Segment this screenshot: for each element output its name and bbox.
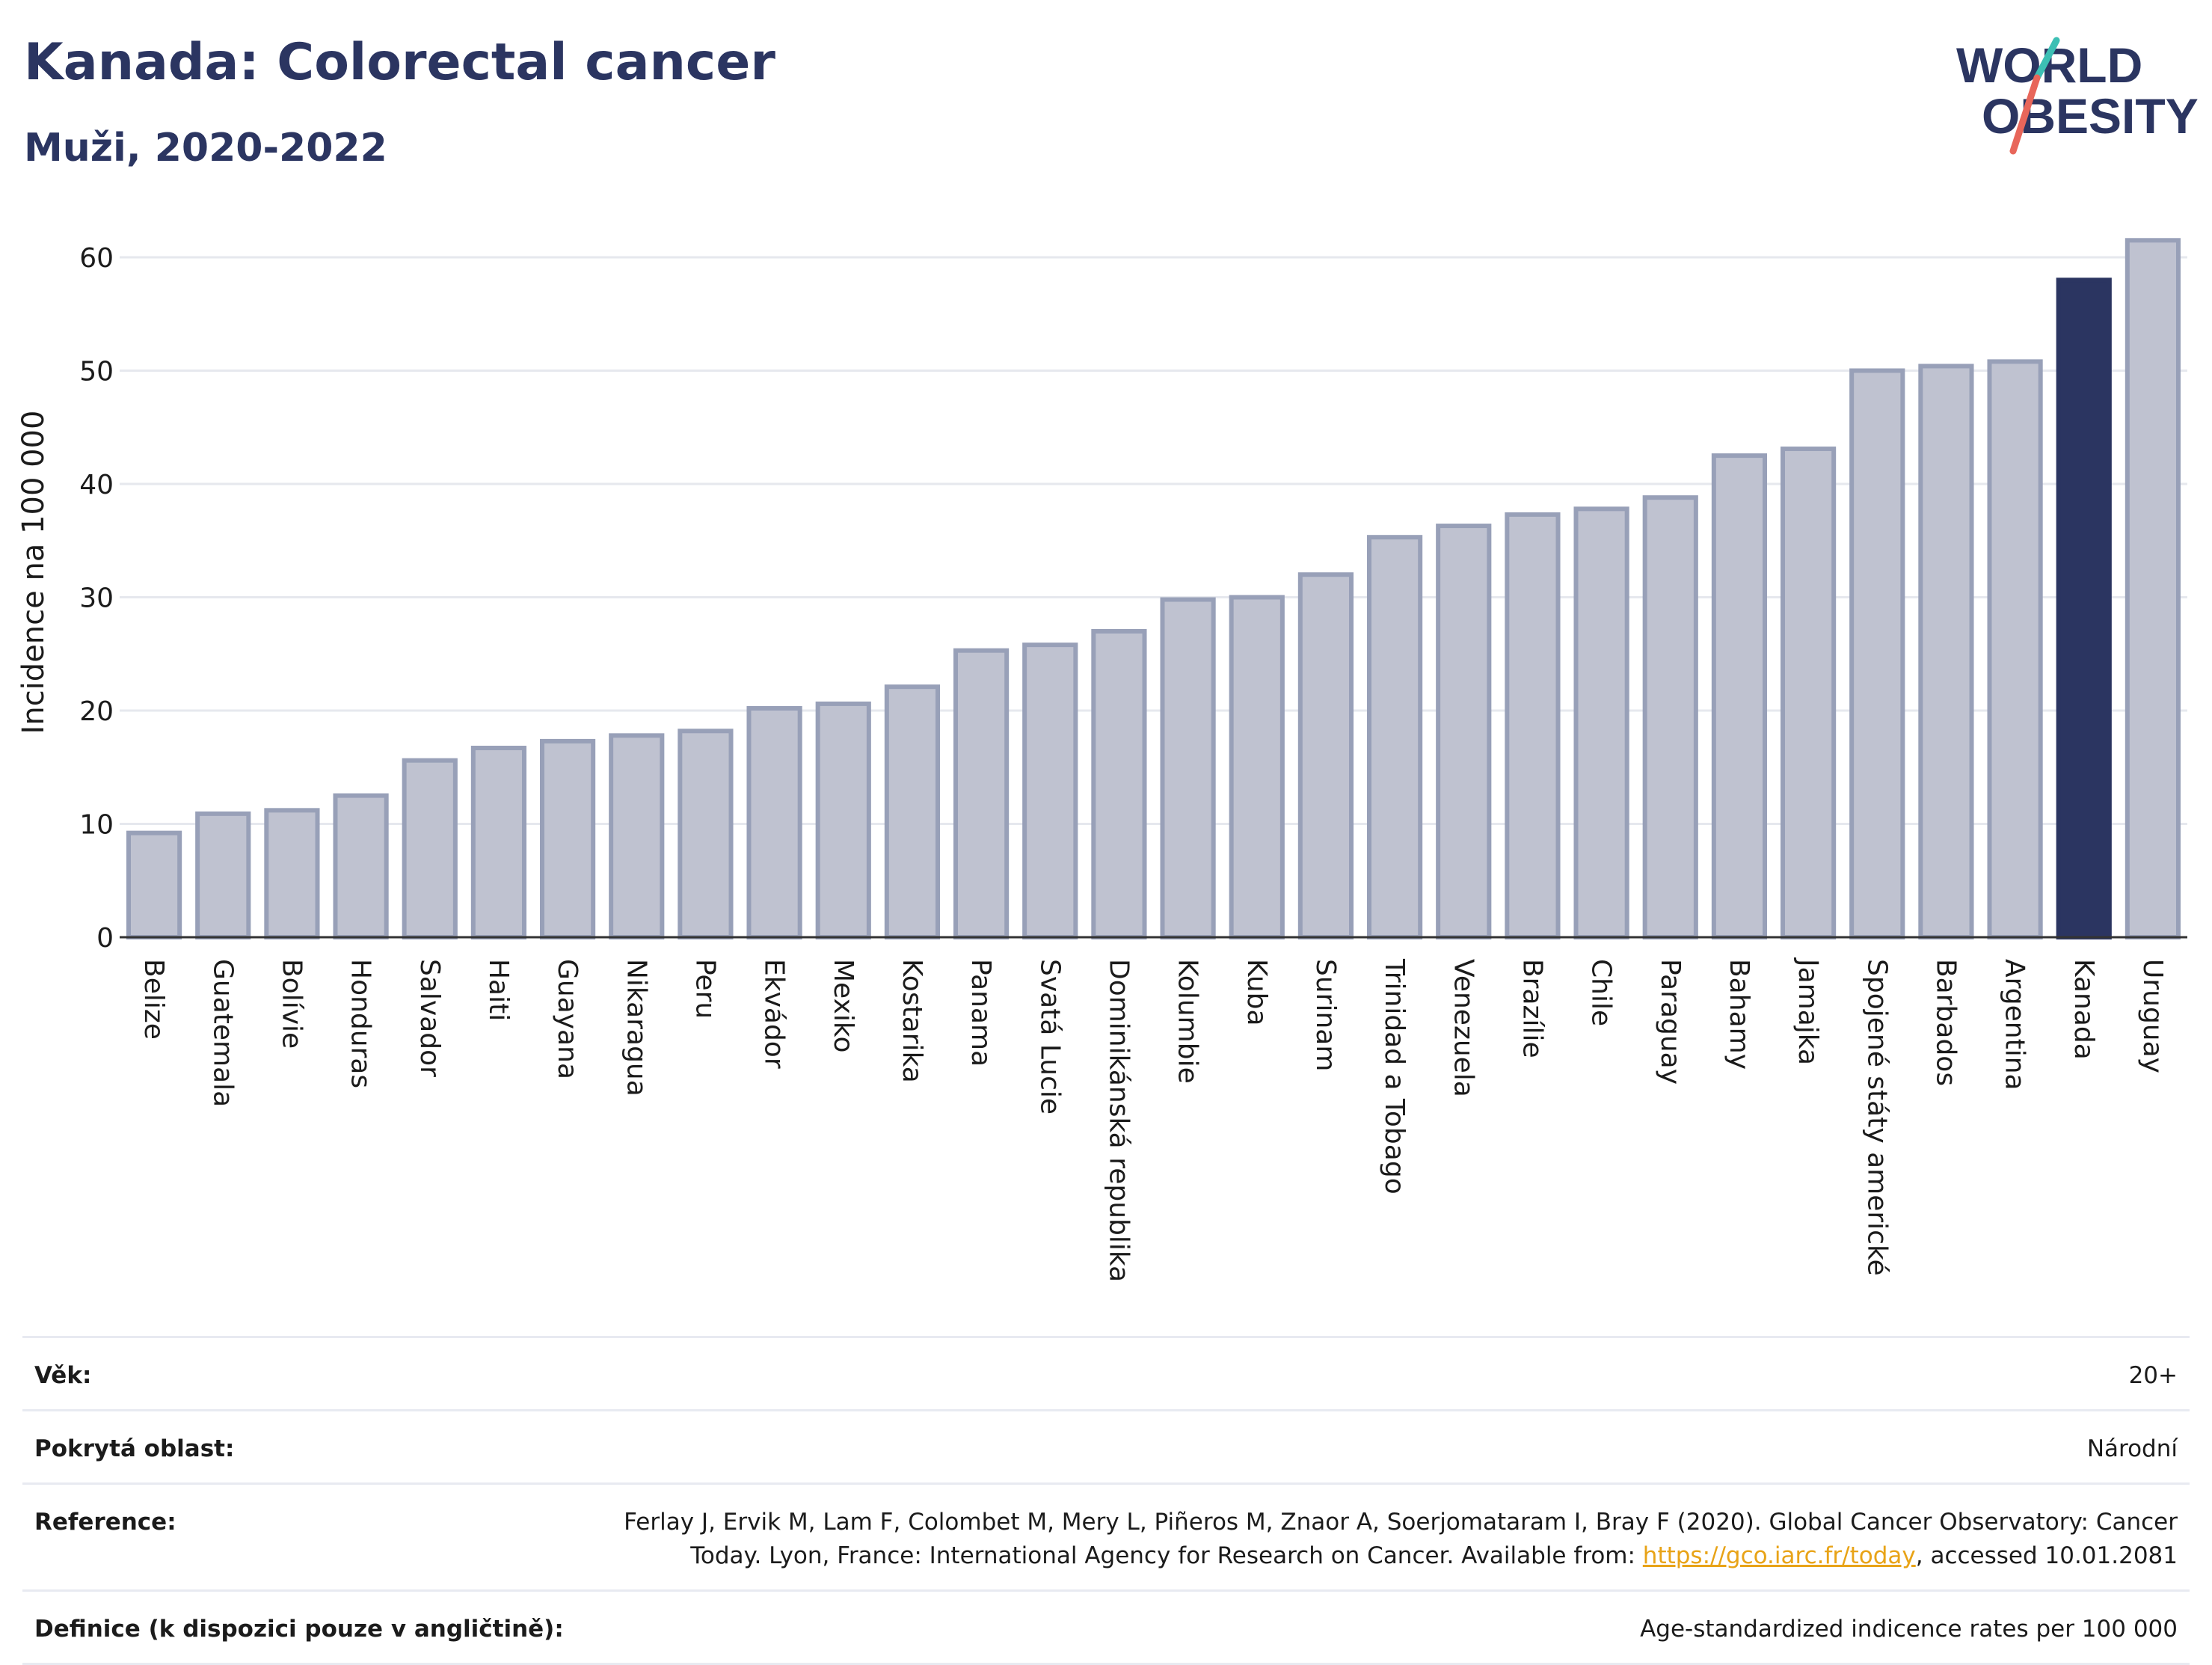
bar-belize [126,830,182,939]
bar-venezuela [1436,524,1492,939]
x-tick-label: Kuba [1241,959,1272,1026]
bar-barbados [1918,364,1974,939]
x-tick-label: Kolumbie [1173,959,1203,1084]
x-tick-label: Surinam [1310,959,1341,1071]
logo-slash-teal [2033,37,2060,82]
y-tick-label: 0 [96,923,114,954]
bar-spojené-státy-americké [1849,368,1905,939]
meta-value-definition: Age-standardized indicence rates per 100… [585,1589,2190,1665]
x-axis-labels: Belize Guatemala Bolívie Honduras Salvador Ha… [138,957,2168,1282]
bar-honduras [333,793,389,939]
bar-surinam [1297,572,1354,939]
bar-salvador [402,758,458,939]
bar-chart: 0 10 20 30 40 50 60 Belize Guatemala Bolívie Hond… [16,238,2187,1282]
meta-row-definition: Definice (k dispozici pouze v angličtině… [22,1589,2190,1665]
x-tick-label: Kostarika [897,959,927,1083]
x-tick-label: Trinidad a Tobago [1379,958,1410,1195]
x-tick-label: Kanada [2068,959,2099,1060]
x-tick-label: Belize [138,959,169,1040]
y-tick-label: 20 [79,696,114,727]
y-tick-label: 10 [79,810,114,841]
world-obesity-logo: WORLD OBESITY [1956,37,2199,155]
bar-panama [953,648,1010,940]
bar-kuba [1229,595,1285,939]
bar-nikaragua [609,733,665,940]
bar-svatá-lucie [1022,643,1078,939]
meta-key-coverage: Pokrytá oblast: [22,1408,585,1484]
x-tick-label: Chile [1586,959,1617,1026]
x-tick-label: Svatá Lucie [1034,959,1065,1114]
y-tick-label: 60 [79,243,114,274]
bars [126,238,2181,940]
bar-kostarika [884,684,941,939]
y-tick-label: 50 [79,357,114,387]
x-tick-label: Guayana [552,959,583,1079]
gridlines [120,256,2187,825]
reference-text: Ferlay J, Ervik M, Lam F, Colombet M, Me… [624,1508,2178,1569]
meta-key-age: Věk: [22,1336,585,1411]
reference-link[interactable]: https://gco.iarc.fr/today [1642,1542,1916,1569]
x-tick-label: Guatemala [207,959,238,1107]
bar-paraguay [1642,495,1698,939]
meta-row-age: Věk: 20+ [22,1336,2190,1411]
x-tick-label: Brazílie [1517,959,1547,1058]
x-tick-label: Salvador [414,959,445,1077]
y-axis-ticks: 0 10 20 30 40 50 60 [79,243,114,954]
x-tick-label: Jamajka [1792,957,1823,1065]
bar-guatemala [195,811,251,939]
x-tick-label: Peru [689,959,720,1019]
bar-argentina [1987,359,2043,939]
chart-subtitle: Muži, 2020-2022 [24,126,387,171]
y-axis-title: Incidence na 100 000 [16,411,51,735]
y-tick-label: 30 [79,583,114,614]
chart-title: Kanada: Colorectal cancer [24,33,775,92]
meta-value-coverage: Národní [585,1408,2190,1484]
reference-accessed-text: , accessed 10.01.2081 [1915,1542,2178,1569]
bar-peru [678,729,734,940]
x-tick-label: Panama [965,959,996,1067]
bar-jamajka [1780,447,1837,939]
meta-value-age: 20+ [585,1336,2190,1411]
x-tick-label: Paraguay [1655,959,1686,1085]
x-tick-label: Bahamy [1724,959,1754,1070]
bar-mexiko [815,701,871,939]
x-tick-label: Honduras [345,959,376,1088]
bar-ekvádor [746,705,802,939]
bar-kanada [2056,278,2112,939]
x-tick-label: Mexiko [828,959,858,1052]
meta-row-coverage: Pokrytá oblast: Národní [22,1408,2190,1484]
bar-brazílie [1505,512,1561,939]
meta-key-definition: Definice (k dispozici pouze v angličtině… [22,1589,585,1665]
bar-kolumbie [1160,597,1216,940]
bar-bahamy [1711,453,1768,939]
bar-trinidad-a-tobago [1366,535,1423,939]
x-tick-label: Spojené státy americké [1861,959,1892,1276]
x-tick-label: Haiti [483,959,514,1021]
x-tick-label: Venezuela [1448,959,1478,1097]
x-tick-label: Uruguay [2137,959,2168,1073]
bar-bolívie [264,808,320,939]
bar-uruguay [2125,238,2181,939]
meta-key-reference: Reference: [22,1482,585,1591]
bar-chile [1573,506,1629,939]
metadata-table: Věk: 20+ Pokrytá oblast: Národní Referen… [22,1336,2190,1665]
x-tick-label: Bolívie [276,959,307,1049]
bar-haiti [470,745,527,939]
x-tick-label: Nikaragua [621,959,651,1097]
y-tick-label: 40 [79,470,114,500]
bar-dominikánská-republika [1091,628,1147,939]
logo-slash-coral [2009,74,2041,155]
x-tick-label: Barbados [1930,959,1961,1086]
bar-guayana [539,738,596,940]
meta-row-reference: Reference: Ferlay J, Ervik M, Lam F, Col… [22,1482,2190,1591]
x-tick-label: Ekvádor [759,959,790,1069]
x-tick-label: Argentina [2000,959,2030,1091]
meta-value-reference: Ferlay J, Ervik M, Lam F, Colombet M, Me… [585,1482,2190,1591]
x-tick-label: Dominikánská republika [1103,959,1134,1282]
